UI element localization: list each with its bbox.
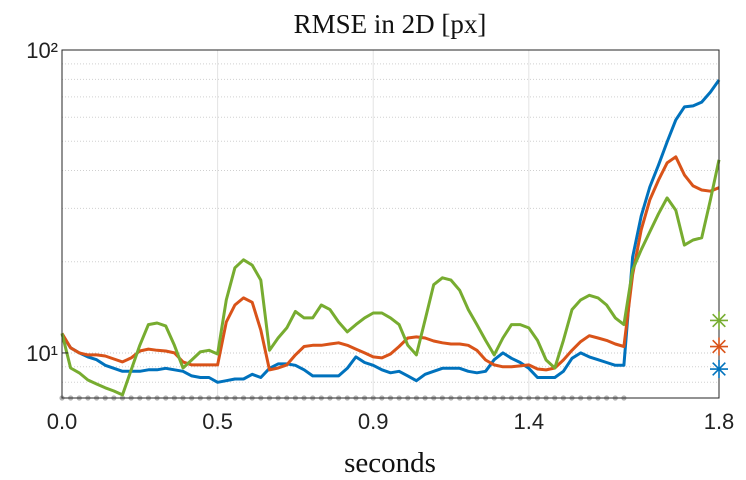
series-line [60, 155, 720, 372]
series-line [60, 159, 721, 397]
marker-stroke [712, 362, 726, 376]
end-marker [710, 360, 728, 379]
x-axis-label: seconds [344, 447, 436, 479]
x-tick-label: 0.0 [47, 409, 78, 434]
end-marker [710, 337, 728, 356]
labels: 10¹ 10² 0.0 0.5 0.9 1.4 1.8 [26, 38, 734, 434]
axes-box [61, 49, 720, 399]
x-tick-label: 0.9 [358, 409, 389, 434]
x-tick-label: 0.5 [202, 409, 233, 434]
marker-stroke [712, 313, 726, 328]
x-tick-label: 1.4 [514, 409, 545, 434]
y-tick-label: 10¹ [26, 341, 58, 366]
y-tick-label: 10² [26, 38, 58, 63]
end-marker [710, 311, 728, 330]
chart-title: RMSE in 2D [px] [294, 9, 487, 39]
x-tick-label: 1.8 [704, 409, 735, 434]
marker-stroke [712, 339, 726, 354]
series-line [60, 79, 721, 384]
plot-lines [59, 79, 721, 401]
